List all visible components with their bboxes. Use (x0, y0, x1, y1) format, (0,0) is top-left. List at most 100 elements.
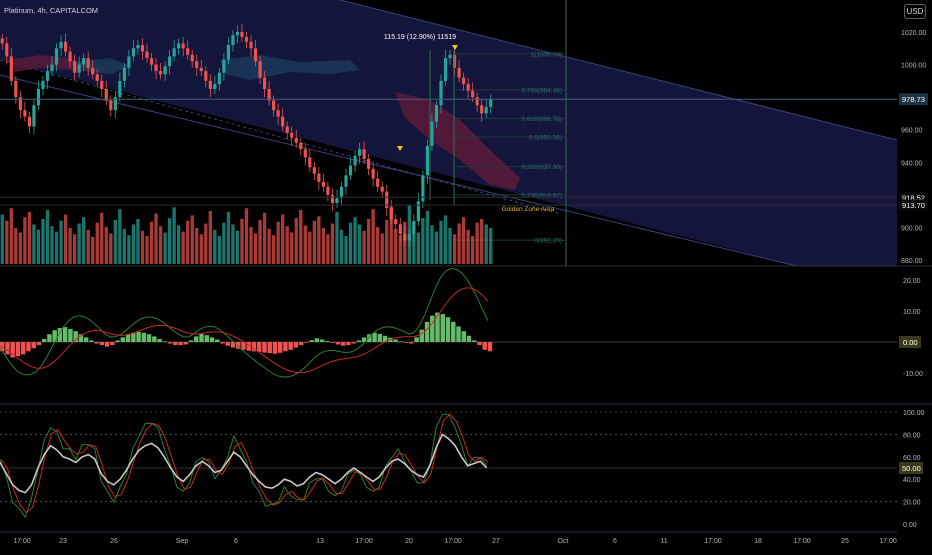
candle-body (407, 233, 411, 241)
macd-histogram-bar (5, 342, 10, 355)
candle-body (45, 71, 50, 81)
volume-bar (294, 218, 298, 264)
fib-level-label: 0.5(955.56) (529, 134, 562, 141)
volume-bar (484, 224, 488, 264)
time-axis[interactable]: 17:00 23 26 Sep 6 13 17:00 20 17:00 27 Oct 6 11 17:00… (0, 531, 897, 545)
macd-tick-label: -10.00 (903, 371, 923, 378)
candle-body (9, 56, 13, 81)
candle-body (23, 110, 27, 117)
candle-body (462, 77, 466, 85)
candle-body (471, 90, 475, 98)
macd-histogram (0, 312, 493, 358)
macd-histogram-bar (309, 340, 314, 342)
macd-histogram-bar (68, 328, 73, 342)
macd-histogram-bar (430, 315, 435, 342)
volume-bar (104, 227, 108, 264)
candle-body (253, 48, 258, 62)
macd-histogram-bar (73, 331, 78, 342)
candle-body (113, 97, 117, 111)
candle-body (376, 178, 380, 187)
candle-body (68, 51, 72, 62)
volume-bar (36, 229, 41, 264)
time-tick-label: 17:00 (793, 538, 811, 545)
volume-bar (353, 217, 357, 264)
volume-bar (276, 221, 280, 264)
price-axis[interactable]: 1020.001000.00980.00960.00940.00920.0090… (0, 30, 928, 265)
candle-body (158, 71, 163, 75)
volume-bar (127, 235, 131, 264)
candle-body (222, 59, 226, 73)
mid-marker (397, 146, 403, 151)
candle-body (489, 99, 493, 107)
stochastic-pane[interactable] (0, 411, 897, 519)
candle-body (367, 159, 371, 169)
volume-bar (41, 219, 45, 264)
volume-bar (72, 234, 77, 264)
measure-label: 115.19 (12.90%) 11519 (384, 34, 456, 41)
macd-histogram-bar (251, 342, 257, 352)
macd-histogram-bar (477, 342, 482, 346)
volume-bars (0, 204, 493, 264)
currency-button[interactable]: USD (904, 4, 926, 19)
price-pane[interactable]: 1(1006.60) 0.786(984.48) 0.618(966.78) 0.5(… (0, 0, 898, 267)
macd-histogram-bar (15, 342, 21, 356)
macd-histogram-bar (403, 342, 409, 343)
volume-bar (475, 222, 479, 264)
volume-bar (312, 220, 317, 264)
fib-level-label: 0.382(937.30) (522, 164, 562, 171)
stoch-axis[interactable]: 100.00 80.00 60.00 40.00 20.00 0.00 50.00 (899, 410, 925, 529)
macd-axis[interactable]: 20.00 10.00 -10.00 0.00 (899, 278, 923, 378)
fib-level-label: 0(892.20) (534, 238, 562, 245)
macd-histogram-bar (256, 342, 262, 352)
candle-body (339, 186, 344, 199)
volume-bar (380, 233, 384, 264)
macd-histogram-bar (472, 340, 477, 342)
volume-bar (163, 232, 167, 264)
symbol-title: Platinum, 4h, CAPITALCOM (4, 6, 98, 15)
candle-body (118, 80, 122, 98)
macd-histogram-bar (361, 337, 367, 342)
fib-level-label: 0.786(984.48) (522, 87, 562, 94)
macd-histogram-bar (298, 342, 304, 346)
macd-histogram-bar (36, 342, 42, 346)
volume-bar (27, 211, 32, 264)
candle-body (154, 64, 158, 72)
candle-body (95, 74, 99, 81)
volume-bar (308, 231, 312, 264)
macd-histogram-bar (445, 317, 451, 342)
macd-histogram-bar (31, 342, 36, 349)
candle-body (181, 43, 185, 49)
volume-bar (452, 234, 457, 264)
volume-bar (50, 226, 54, 264)
candle-body (140, 45, 145, 52)
volume-bar (5, 220, 9, 264)
volume-bar (77, 223, 81, 264)
candle-body (416, 201, 420, 221)
candle-body (434, 105, 439, 122)
macd-pane[interactable] (0, 267, 897, 378)
stoch-current-label: 50.00 (902, 464, 921, 473)
candle-body (475, 97, 479, 106)
time-tick-label: 26 (110, 538, 118, 545)
candle-body (186, 48, 190, 55)
macd-histogram-bar (57, 328, 63, 342)
macd-histogram-bar (419, 329, 425, 342)
volume-bar (109, 233, 113, 264)
macd-signal-line (0, 287, 489, 374)
macd-histogram-bar (335, 342, 341, 345)
macd-histogram-bar (346, 342, 351, 346)
macd-tick-label: 20.00 (903, 278, 921, 285)
stoch-tick-label: 60.00 (903, 455, 921, 462)
macd-histogram-bar (204, 335, 209, 342)
candle-body (317, 173, 321, 182)
candle-body (249, 41, 253, 49)
macd-histogram-bar (466, 335, 472, 342)
stoch-tick-label: 20.00 (903, 500, 921, 507)
volume-bar (176, 225, 181, 264)
candle-body (127, 56, 131, 68)
candle-body (136, 45, 140, 49)
candlesticks (0, 23, 493, 247)
volume-bar (172, 207, 176, 264)
volume-bar (389, 206, 393, 264)
